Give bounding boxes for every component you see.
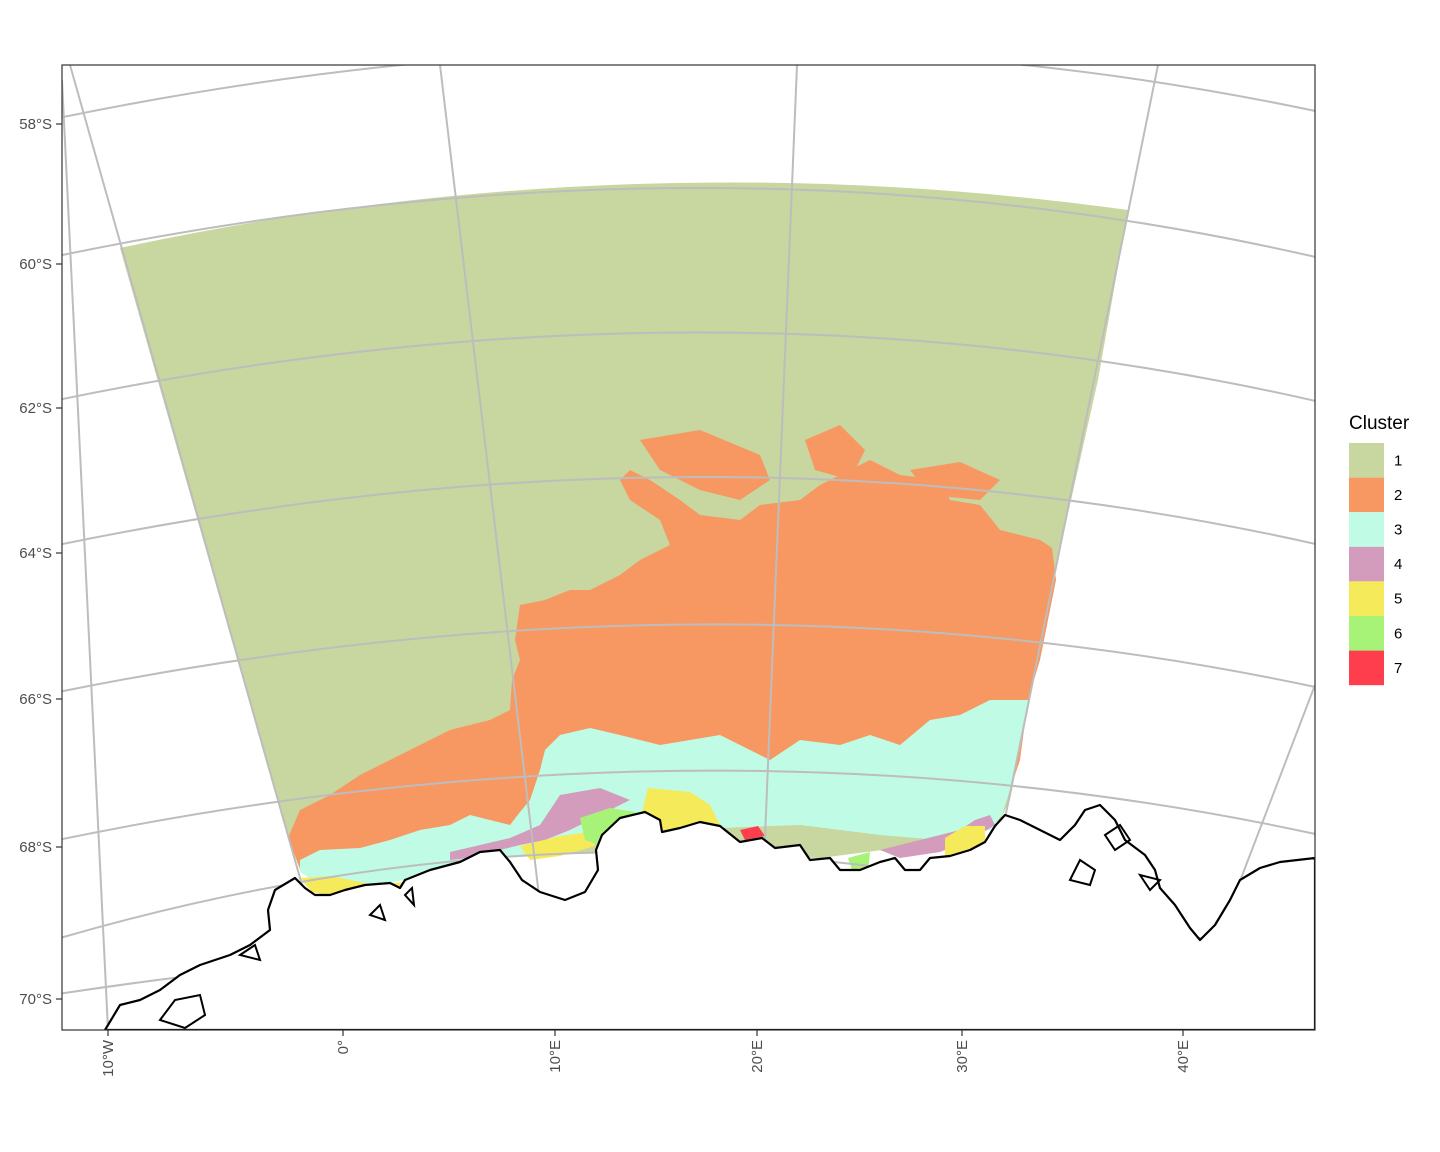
legend-label-7: 7 bbox=[1394, 660, 1402, 677]
lon-label-40e: 40°E bbox=[1175, 1040, 1192, 1073]
legend-label-1: 1 bbox=[1394, 452, 1402, 469]
cluster-5-region-east bbox=[945, 826, 985, 858]
x-axis-labels: 10°W 0° 10°E 20°E 30°E 40°E bbox=[100, 1039, 1192, 1077]
cluster-6-region-east bbox=[848, 852, 870, 872]
lat-label-58s: 58°S bbox=[19, 116, 52, 133]
legend-key-7 bbox=[1349, 650, 1384, 686]
y-axis-ticks bbox=[56, 123, 62, 1000]
legend-key-3 bbox=[1349, 512, 1384, 547]
legend-label-4: 4 bbox=[1394, 556, 1402, 573]
legend: Cluster 1 2 3 4 5 6 7 bbox=[1349, 413, 1410, 686]
meridian-10e bbox=[439, 65, 556, 1030]
meridian-10w bbox=[62, 79, 109, 1030]
lat-label-60s: 60°S bbox=[19, 256, 52, 273]
x-axis-ticks bbox=[107, 1030, 1184, 1036]
lat-label-64s: 64°S bbox=[19, 545, 52, 562]
coastline-detail-east bbox=[1068, 823, 1162, 892]
lat-label-68s: 68°S bbox=[19, 839, 52, 856]
legend-label-6: 6 bbox=[1394, 625, 1402, 642]
cluster-2-patch-north bbox=[640, 430, 770, 500]
legend-label-2: 2 bbox=[1394, 487, 1402, 504]
lon-label-10w: 10°W bbox=[100, 1039, 117, 1077]
coastline bbox=[103, 803, 1315, 1030]
lon-label-0: 0° bbox=[335, 1040, 352, 1054]
lat-label-66s: 66°S bbox=[19, 691, 52, 708]
coastline-detail-west bbox=[158, 885, 416, 1030]
legend-key-4 bbox=[1349, 546, 1384, 582]
parallel-64s bbox=[62, 475, 1315, 546]
cluster-7-region bbox=[740, 826, 765, 840]
cluster-4-region-east bbox=[880, 815, 995, 858]
cluster-2-patch-northeast bbox=[805, 425, 865, 480]
cluster-4-region bbox=[450, 788, 630, 860]
parallel-68s bbox=[62, 769, 1315, 841]
legend-key-6 bbox=[1349, 616, 1384, 651]
parallel-58s bbox=[62, 65, 1315, 119]
legend-items: 1 2 3 4 5 6 7 bbox=[1349, 443, 1402, 686]
legend-key-5 bbox=[1349, 581, 1384, 616]
parallel-60s bbox=[62, 186, 1315, 258]
parallel-66s bbox=[62, 623, 1315, 693]
legend-key-1 bbox=[1349, 443, 1384, 478]
lon-label-30e: 30°E bbox=[954, 1040, 971, 1073]
parallel-62s bbox=[62, 331, 1315, 402]
legend-label-3: 3 bbox=[1394, 522, 1402, 539]
lon-label-10e: 10°E bbox=[547, 1040, 564, 1073]
legend-label-5: 5 bbox=[1394, 591, 1402, 608]
legend-key-2 bbox=[1349, 477, 1384, 513]
meridian-0 bbox=[69, 65, 344, 1030]
cluster-5-region-mid bbox=[520, 832, 595, 860]
legend-title: Cluster bbox=[1349, 413, 1410, 434]
y-axis-labels: 58°S 60°S 62°S 64°S 66°S 68°S 70°S bbox=[19, 116, 52, 1008]
lat-label-70s: 70°S bbox=[19, 991, 52, 1008]
lat-label-62s: 62°S bbox=[19, 400, 52, 417]
lon-label-20e: 20°E bbox=[749, 1040, 766, 1073]
map-panel-border bbox=[61, 64, 1316, 1031]
